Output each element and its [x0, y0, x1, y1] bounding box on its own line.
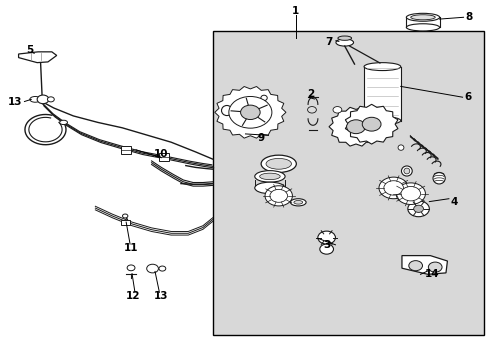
Ellipse shape [221, 105, 232, 116]
Circle shape [240, 105, 260, 120]
Ellipse shape [432, 172, 445, 184]
Ellipse shape [293, 201, 302, 204]
Ellipse shape [261, 95, 266, 101]
Ellipse shape [403, 168, 409, 174]
Bar [121, 146, 131, 154]
Circle shape [319, 244, 333, 254]
Polygon shape [214, 86, 285, 138]
Circle shape [362, 117, 380, 131]
Text: 10: 10 [154, 149, 168, 159]
Circle shape [264, 186, 292, 206]
Text: 14: 14 [424, 269, 439, 279]
Ellipse shape [261, 155, 296, 172]
Polygon shape [19, 52, 57, 63]
Text: 13: 13 [7, 96, 22, 107]
Circle shape [146, 264, 158, 273]
Circle shape [383, 181, 403, 195]
Text: 6: 6 [464, 92, 471, 102]
Text: 9: 9 [257, 132, 264, 143]
Ellipse shape [290, 199, 305, 206]
Circle shape [408, 261, 422, 271]
Circle shape [413, 205, 423, 212]
Text: 12: 12 [125, 291, 140, 301]
Bar [121, 220, 129, 225]
Ellipse shape [122, 214, 127, 218]
Text: 8: 8 [465, 12, 472, 22]
Circle shape [228, 96, 271, 128]
Ellipse shape [254, 171, 285, 182]
Ellipse shape [363, 117, 400, 125]
Text: 13: 13 [154, 291, 168, 301]
Circle shape [400, 186, 420, 201]
Ellipse shape [259, 173, 280, 180]
Circle shape [317, 231, 335, 244]
Ellipse shape [406, 24, 439, 31]
Bar [159, 153, 168, 161]
Text: 3: 3 [323, 240, 329, 250]
Circle shape [159, 266, 165, 271]
Circle shape [395, 183, 425, 204]
Text: 2: 2 [306, 89, 313, 99]
Ellipse shape [127, 265, 135, 271]
Polygon shape [345, 104, 397, 144]
Circle shape [47, 97, 54, 102]
Text: 4: 4 [449, 197, 457, 207]
Circle shape [378, 177, 407, 199]
Ellipse shape [265, 158, 291, 169]
Text: 1: 1 [292, 6, 299, 16]
Ellipse shape [335, 39, 353, 46]
Circle shape [269, 189, 287, 202]
Circle shape [427, 262, 441, 272]
Ellipse shape [60, 120, 67, 125]
Ellipse shape [397, 145, 403, 150]
Ellipse shape [363, 63, 400, 71]
Circle shape [37, 95, 49, 104]
Text: 7: 7 [325, 37, 332, 47]
Circle shape [346, 120, 365, 134]
Ellipse shape [410, 15, 434, 20]
Polygon shape [401, 256, 447, 274]
Ellipse shape [406, 13, 439, 21]
Ellipse shape [337, 36, 351, 40]
Circle shape [307, 107, 316, 113]
Ellipse shape [254, 182, 285, 194]
Circle shape [407, 201, 428, 217]
Bar [363, 67, 400, 121]
Bar [212, 31, 483, 335]
Ellipse shape [401, 166, 411, 176]
Polygon shape [328, 107, 382, 146]
Text: 11: 11 [123, 243, 138, 253]
Text: 5: 5 [26, 45, 33, 55]
Ellipse shape [332, 107, 341, 113]
Ellipse shape [30, 96, 41, 102]
